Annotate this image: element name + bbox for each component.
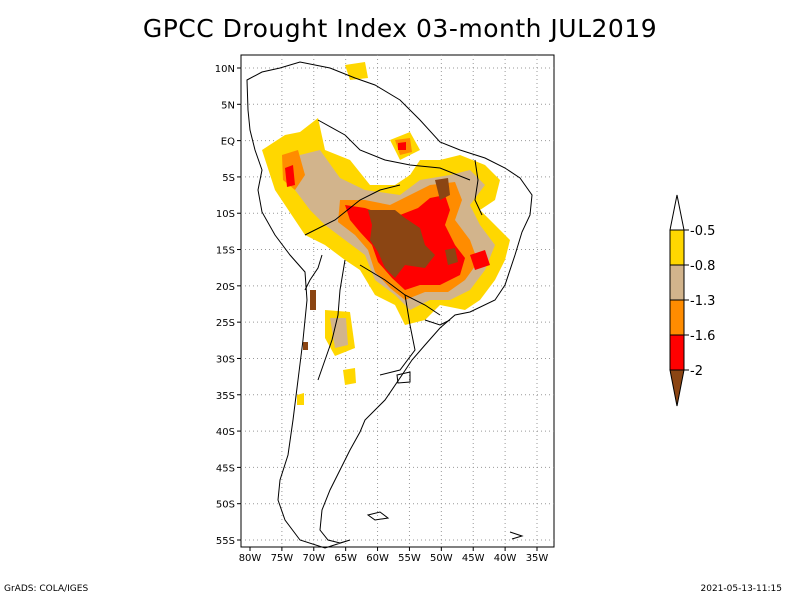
- legend-swatch: [669, 334, 685, 371]
- legend-label: -0.8: [690, 259, 715, 274]
- lon-tick-label: 60W: [366, 553, 389, 564]
- legend-top-arrow: [669, 194, 685, 231]
- legend-label: -1.3: [690, 294, 715, 309]
- lon-tick-label: 45W: [462, 553, 485, 564]
- lat-tick-label: 40S: [216, 427, 235, 438]
- lat-tick-label: 55S: [216, 536, 235, 547]
- legend-colorbar: [669, 194, 685, 407]
- footer-credit: GrADS: COLA/IGES: [4, 584, 89, 594]
- legend-label: -2: [690, 364, 703, 379]
- lon-tick-label: 50W: [430, 553, 453, 564]
- lat-tick-label: 35S: [216, 391, 235, 402]
- lon-tick-label: 70W: [302, 553, 325, 564]
- lat-tick-label: 20S: [216, 282, 235, 293]
- lat-tick-label: 10N: [215, 64, 235, 75]
- legend-bottom-arrow: [669, 369, 685, 407]
- lat-tick-label: 45S: [216, 463, 235, 474]
- legend-swatch: [669, 229, 685, 266]
- lon-tick-label: 40W: [494, 553, 517, 564]
- lat-tick-label: 30S: [216, 354, 235, 365]
- lat-tick-label: 15S: [216, 246, 235, 257]
- lat-tick-label: 5S: [222, 173, 235, 184]
- footer-timestamp: 2021-05-13-11:15: [700, 584, 783, 594]
- lat-tick-label: 50S: [216, 500, 235, 511]
- lon-tick-label: 80W: [239, 553, 262, 564]
- coastline: [246, 61, 533, 549]
- lat-tick-label: EQ: [221, 137, 235, 148]
- legend-swatch: [669, 299, 685, 336]
- lat-tick-label: 25S: [216, 318, 235, 329]
- lon-tick-label: 75W: [271, 553, 294, 564]
- lon-tick-label: 65W: [334, 553, 357, 564]
- latitude-tick-labels: 10N 5N EQ 5S 10S 15S 20S 25S 30S 35S 40S 45S 50S 55S: [215, 64, 241, 547]
- lat-tick-label: 10S: [216, 209, 235, 220]
- legend-labels: -0.5 -0.8 -1.3 -1.6 -2: [684, 224, 715, 379]
- lon-tick-label: 35W: [526, 553, 549, 564]
- lat-tick-label: 5N: [221, 100, 235, 111]
- lon-tick-label: 55W: [398, 553, 421, 564]
- longitude-tick-labels: 80W 75W 70W 65W 60W 55W 50W 45W 40W 35W: [239, 547, 549, 564]
- map-title: GPCC Drought Index 03-month JUL2019: [142, 14, 658, 43]
- legend-swatch: [669, 264, 685, 301]
- legend-label: -0.5: [690, 224, 715, 239]
- legend-label: -1.6: [690, 329, 715, 344]
